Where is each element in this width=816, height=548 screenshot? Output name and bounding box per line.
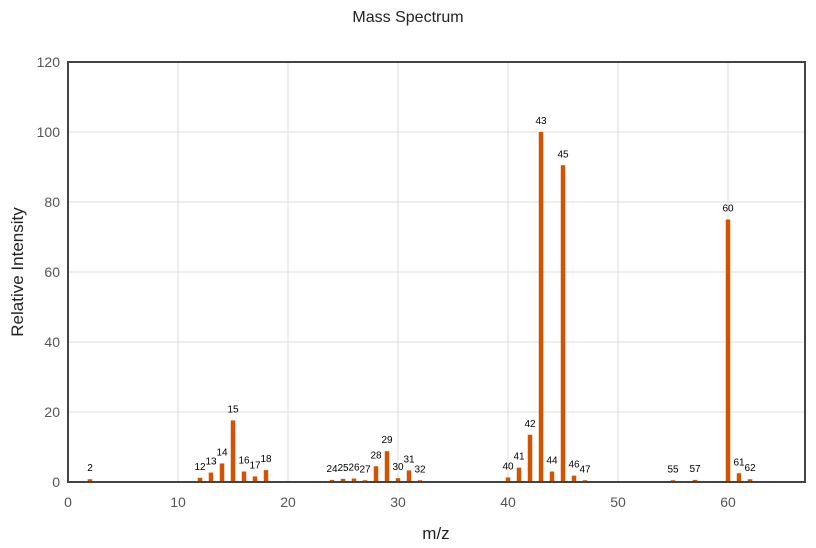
peak-bar [736, 473, 742, 482]
peak-bar [252, 476, 258, 482]
peak-label: 44 [546, 456, 558, 467]
peak-bar [560, 165, 566, 482]
peak-label: 45 [557, 149, 569, 160]
peak-label: 18 [260, 454, 272, 465]
peak-label: 26 [348, 463, 360, 474]
peak-bar [384, 451, 390, 482]
peak-label: 62 [744, 463, 756, 474]
peak-bar [505, 477, 511, 482]
peak-label: 60 [722, 204, 734, 215]
peak-label: 30 [392, 462, 404, 473]
x-axis-ticks: 0 10 20 30 40 50 60 [64, 494, 736, 510]
peak-label: 27 [359, 464, 371, 475]
peak-label: 57 [689, 464, 701, 475]
x-tick-label: 20 [280, 494, 296, 510]
peak-label: 61 [733, 457, 745, 468]
peak-bar [329, 479, 335, 482]
peak-label: 14 [216, 447, 228, 458]
peak-label: 29 [381, 435, 393, 446]
peak-bar [197, 477, 203, 482]
chart-title: Mass Spectrum [352, 9, 463, 26]
peak-label: 55 [667, 464, 679, 475]
peak-bar [549, 471, 555, 482]
peak-bar [395, 478, 401, 482]
peak-bar [87, 479, 93, 482]
y-tick-label: 20 [44, 404, 60, 420]
x-tick-label: 0 [64, 494, 72, 510]
peak-bar [230, 420, 236, 482]
peak-bar [340, 478, 346, 482]
peak-label: 41 [513, 452, 525, 463]
peak-bar [406, 470, 412, 482]
peak-label: 24 [326, 464, 338, 475]
y-tick-label: 100 [37, 124, 61, 140]
peak-label: 15 [227, 404, 239, 415]
peak-label: 16 [238, 456, 250, 467]
peak-bar [241, 471, 247, 482]
y-tick-label: 60 [44, 264, 60, 280]
peak-label: 46 [568, 460, 580, 471]
peak-bar [219, 463, 225, 482]
peak-label: 32 [414, 464, 426, 475]
x-tick-label: 50 [610, 494, 626, 510]
peak-bar [571, 475, 577, 482]
peak-bar [692, 479, 698, 482]
y-tick-label: 80 [44, 194, 60, 210]
y-tick-label: 40 [44, 334, 60, 350]
x-tick-label: 10 [170, 494, 186, 510]
peak-label: 47 [579, 464, 591, 475]
x-tick-label: 60 [720, 494, 736, 510]
peak-bar [538, 132, 544, 482]
y-tick-label: 0 [52, 474, 60, 490]
peak-bar [263, 470, 269, 482]
peak-bar [747, 479, 753, 482]
peak-label: 28 [370, 450, 382, 461]
peak-bars [87, 132, 753, 482]
x-axis-title: m/z [422, 524, 449, 543]
peak-label: 12 [194, 462, 206, 473]
peak-bar [725, 219, 731, 482]
peak-label: 31 [403, 454, 415, 465]
peak-bar [527, 434, 533, 482]
peak-label: 43 [535, 116, 547, 127]
y-axis-ticks: 0 20 40 60 80 100 120 [37, 54, 61, 490]
plot-frame [67, 61, 806, 483]
peak-label: 17 [249, 460, 261, 471]
peak-label: 13 [205, 457, 217, 468]
peak-bar [516, 467, 522, 482]
y-tick-label: 120 [37, 54, 61, 70]
peak-label: 42 [524, 419, 536, 430]
peak-bar [351, 478, 357, 482]
x-tick-label: 30 [390, 494, 406, 510]
grid-lines [67, 61, 805, 483]
peak-bar [373, 466, 379, 482]
peak-label: 25 [337, 463, 349, 474]
y-axis-title: Relative Intensity [8, 207, 27, 337]
peak-bar [208, 472, 214, 482]
x-tick-label: 40 [500, 494, 516, 510]
peak-label: 2 [87, 463, 93, 474]
peak-label: 40 [502, 461, 514, 472]
